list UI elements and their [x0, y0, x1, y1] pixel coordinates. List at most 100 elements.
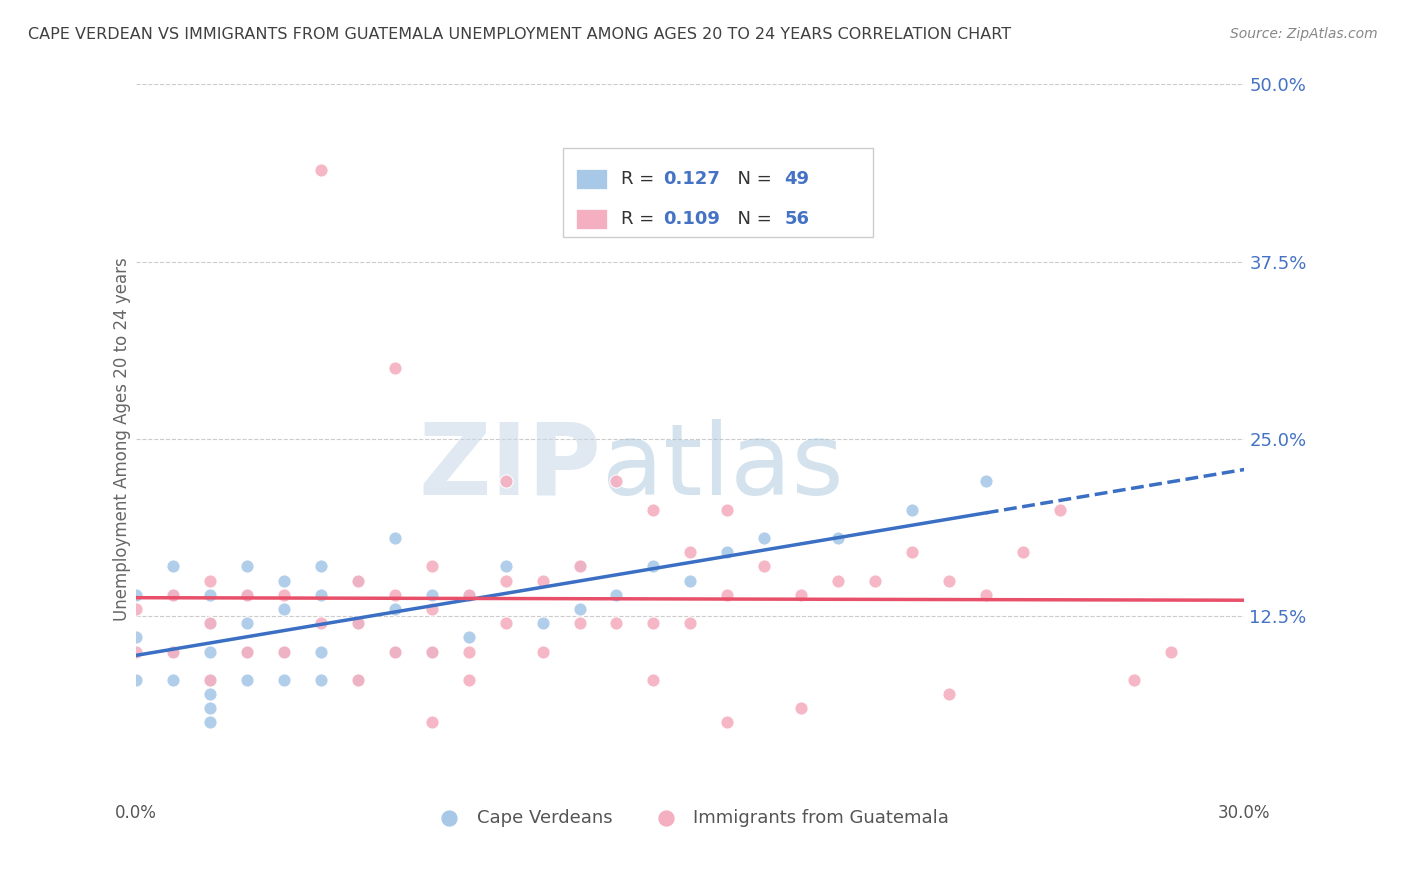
Point — [420, 644, 443, 658]
Text: 0.127: 0.127 — [662, 170, 720, 188]
Point — [901, 503, 924, 517]
Point — [309, 162, 332, 177]
Point — [827, 574, 849, 588]
Point — [457, 588, 479, 602]
Point — [162, 559, 184, 574]
Point — [974, 588, 997, 602]
Point — [568, 559, 591, 574]
Point — [347, 673, 370, 687]
Text: N =: N = — [725, 170, 778, 188]
Point — [384, 644, 406, 658]
Point — [347, 574, 370, 588]
Point — [605, 475, 627, 489]
Point — [495, 616, 517, 631]
Point — [938, 687, 960, 701]
Point — [384, 588, 406, 602]
Point — [198, 574, 221, 588]
Point — [162, 588, 184, 602]
Point — [863, 574, 886, 588]
Point — [605, 616, 627, 631]
Point — [347, 574, 370, 588]
Point — [273, 602, 295, 616]
Point — [420, 559, 443, 574]
Point — [125, 673, 148, 687]
Point — [198, 687, 221, 701]
Point — [531, 644, 554, 658]
Text: R =: R = — [620, 170, 659, 188]
Point — [347, 673, 370, 687]
Point — [236, 644, 259, 658]
Point — [273, 673, 295, 687]
Point — [457, 588, 479, 602]
Point — [974, 475, 997, 489]
Text: N =: N = — [725, 211, 778, 228]
Point — [384, 602, 406, 616]
Point — [827, 531, 849, 545]
Point — [568, 602, 591, 616]
Point — [236, 559, 259, 574]
Point — [754, 531, 776, 545]
Point — [901, 545, 924, 559]
Point — [198, 673, 221, 687]
Point — [495, 559, 517, 574]
Point — [198, 616, 221, 631]
Point — [236, 673, 259, 687]
Point — [273, 574, 295, 588]
Point — [790, 701, 813, 715]
Point — [236, 588, 259, 602]
Point — [347, 616, 370, 631]
Point — [273, 644, 295, 658]
Point — [309, 559, 332, 574]
Point — [125, 644, 148, 658]
Point — [1160, 644, 1182, 658]
Point — [938, 574, 960, 588]
Text: Source: ZipAtlas.com: Source: ZipAtlas.com — [1230, 27, 1378, 41]
Point — [457, 644, 479, 658]
Point — [309, 673, 332, 687]
Legend: Cape Verdeans, Immigrants from Guatemala: Cape Verdeans, Immigrants from Guatemala — [425, 802, 956, 834]
Point — [236, 644, 259, 658]
Point — [309, 616, 332, 631]
Point — [125, 602, 148, 616]
Point — [384, 644, 406, 658]
Point — [1011, 545, 1033, 559]
Point — [384, 361, 406, 376]
Point — [716, 715, 738, 730]
Text: atlas: atlas — [602, 418, 844, 516]
Point — [236, 616, 259, 631]
Point — [716, 588, 738, 602]
Point — [162, 644, 184, 658]
Point — [643, 559, 665, 574]
Text: CAPE VERDEAN VS IMMIGRANTS FROM GUATEMALA UNEMPLOYMENT AMONG AGES 20 TO 24 YEARS: CAPE VERDEAN VS IMMIGRANTS FROM GUATEMAL… — [28, 27, 1011, 42]
Point — [309, 644, 332, 658]
Point — [495, 574, 517, 588]
Point — [679, 545, 702, 559]
Y-axis label: Unemployment Among Ages 20 to 24 years: Unemployment Among Ages 20 to 24 years — [114, 257, 131, 621]
Point — [420, 588, 443, 602]
Point — [420, 644, 443, 658]
Point — [162, 673, 184, 687]
Point — [790, 588, 813, 602]
Point — [1122, 673, 1144, 687]
Point — [420, 715, 443, 730]
Point — [420, 602, 443, 616]
Text: 0.109: 0.109 — [662, 211, 720, 228]
Point — [198, 715, 221, 730]
Point — [198, 701, 221, 715]
Point — [273, 588, 295, 602]
Point — [1049, 503, 1071, 517]
Point — [162, 588, 184, 602]
Point — [309, 588, 332, 602]
Point — [568, 559, 591, 574]
Point — [495, 475, 517, 489]
FancyBboxPatch shape — [562, 148, 873, 237]
Point — [347, 616, 370, 631]
Point — [643, 673, 665, 687]
Point — [716, 503, 738, 517]
Point — [754, 559, 776, 574]
Point — [457, 631, 479, 645]
Point — [457, 673, 479, 687]
Point — [643, 503, 665, 517]
Text: 49: 49 — [785, 170, 810, 188]
Point — [605, 588, 627, 602]
